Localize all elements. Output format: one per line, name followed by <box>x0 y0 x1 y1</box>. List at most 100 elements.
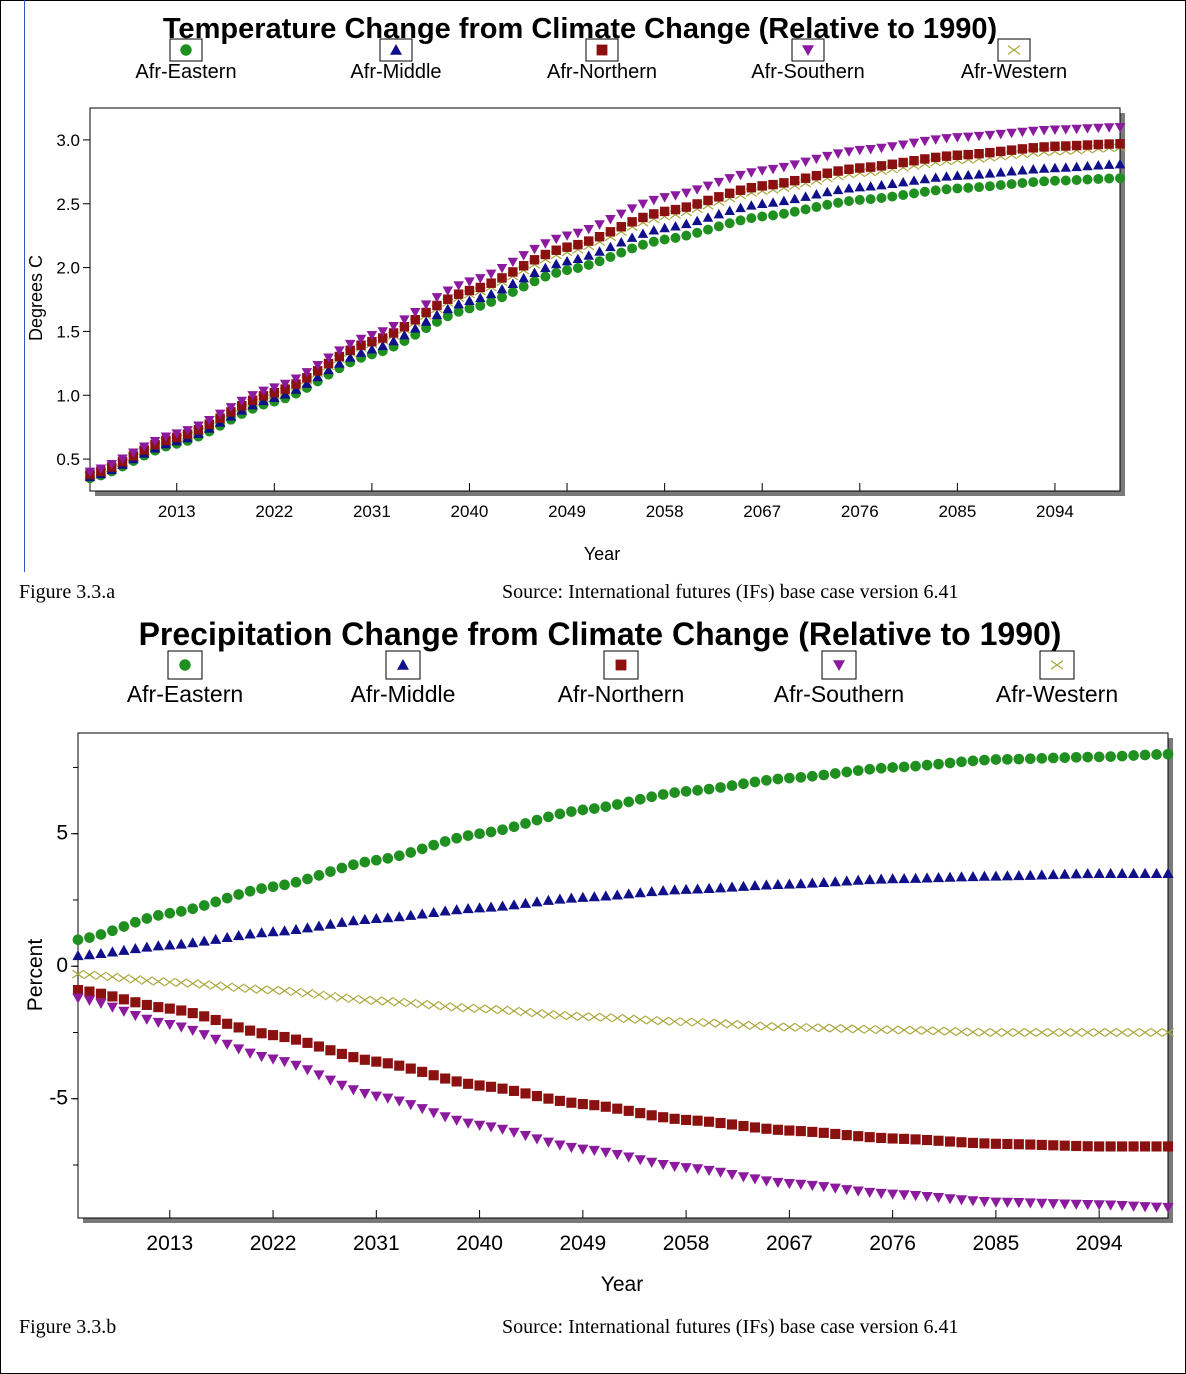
data-point <box>267 985 280 995</box>
data-point <box>462 1118 474 1129</box>
data-point <box>290 1060 302 1071</box>
data-point <box>312 990 325 1000</box>
data-point <box>886 1025 899 1035</box>
data-point <box>1094 1141 1105 1152</box>
data-point <box>941 184 952 195</box>
data-point <box>247 391 258 401</box>
data-point <box>659 234 670 245</box>
data-point <box>1093 1028 1106 1037</box>
data-point <box>84 932 95 943</box>
data-point <box>588 891 600 902</box>
data-point <box>941 151 952 161</box>
data-point <box>358 995 371 1005</box>
data-point <box>267 1054 279 1065</box>
data-point <box>1047 1199 1059 1210</box>
data-point <box>141 1014 153 1025</box>
source-note: Source: International futures (IFs) base… <box>502 581 959 603</box>
data-point <box>1104 139 1114 149</box>
data-point <box>841 875 853 886</box>
data-point <box>833 166 843 176</box>
data-point <box>1115 173 1125 184</box>
data-point <box>1001 1197 1013 1208</box>
legend-label: Afr-Eastern <box>135 61 236 83</box>
data-point <box>1006 145 1017 155</box>
data-point <box>995 180 1006 191</box>
data-point <box>464 285 475 296</box>
data-point <box>428 906 440 917</box>
data-point <box>670 204 681 215</box>
y-axis-title: Degrees C <box>26 255 46 341</box>
data-point <box>715 1117 726 1129</box>
data-point <box>800 191 811 201</box>
data-point <box>313 1070 325 1081</box>
data-point <box>760 879 773 890</box>
data-point <box>393 911 405 922</box>
data-point <box>1082 160 1093 171</box>
data-point <box>735 202 746 213</box>
data-point <box>388 328 399 338</box>
data-point <box>118 944 130 955</box>
legend-marker-square <box>615 659 627 671</box>
legend-label: Afr-Northern <box>547 61 657 83</box>
data-point <box>768 210 779 221</box>
data-point <box>141 999 152 1011</box>
data-point <box>680 1163 692 1174</box>
data-point <box>312 360 323 371</box>
data-point <box>420 300 432 310</box>
data-point <box>382 1093 394 1104</box>
data-point <box>565 1142 577 1154</box>
data-point <box>1047 1028 1060 1037</box>
data-point <box>864 874 876 885</box>
data-point <box>952 183 963 194</box>
data-point <box>485 1004 498 1014</box>
data-point <box>681 1114 692 1126</box>
data-point <box>221 982 234 992</box>
data-point <box>584 236 594 246</box>
data-point <box>1060 175 1071 186</box>
data-point <box>210 896 222 908</box>
data-point <box>1017 178 1028 188</box>
data-point <box>518 281 529 292</box>
data-point <box>540 249 551 260</box>
data-point <box>735 170 746 181</box>
data-point <box>955 871 968 882</box>
data-point <box>1114 158 1126 169</box>
data-point <box>887 762 898 773</box>
data-point <box>453 281 464 291</box>
data-point <box>324 1075 337 1086</box>
data-point <box>508 267 518 277</box>
data-point <box>749 1174 761 1185</box>
data-point <box>1071 175 1082 186</box>
data-point <box>518 261 529 271</box>
data-point <box>978 870 991 881</box>
data-point <box>955 1195 968 1206</box>
series-layer <box>84 122 1126 484</box>
data-point <box>1093 1200 1105 1211</box>
data-point <box>394 1060 405 1071</box>
data-point <box>267 926 279 937</box>
data-point <box>702 212 714 222</box>
data-point <box>600 801 612 813</box>
data-point <box>1104 1028 1117 1037</box>
data-point <box>908 175 920 185</box>
data-point <box>818 1127 829 1138</box>
data-point <box>1059 1199 1071 1210</box>
legend-marker-triangle-up <box>397 659 409 670</box>
data-point <box>1117 1141 1128 1152</box>
data-point <box>404 998 417 1008</box>
x-tick-label: 2058 <box>663 1232 710 1255</box>
data-point <box>388 335 399 346</box>
data-point <box>941 171 952 181</box>
data-point <box>605 215 616 225</box>
data-point <box>198 900 210 911</box>
data-point <box>551 245 561 255</box>
data-point <box>714 1167 727 1178</box>
data-point <box>269 383 280 393</box>
data-point <box>474 828 485 840</box>
data-point <box>453 306 464 317</box>
data-point <box>72 949 84 961</box>
data-point <box>290 876 302 888</box>
data-point <box>1060 125 1072 135</box>
data-point <box>612 1103 623 1114</box>
data-point <box>680 1017 693 1027</box>
